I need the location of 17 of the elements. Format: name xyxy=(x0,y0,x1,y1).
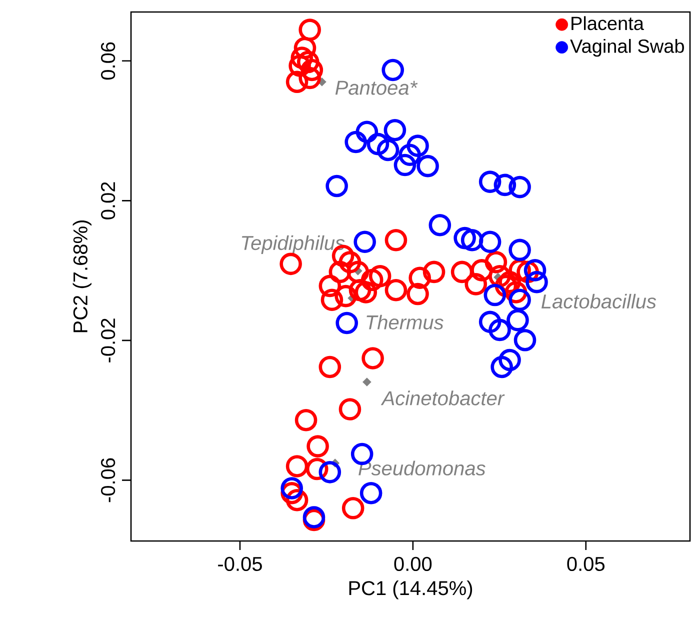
y-tick-label: 0.02 xyxy=(100,182,116,220)
x-axis-title: PC1 (14.45%) xyxy=(349,580,472,600)
x-tick-label: 0.00 xyxy=(394,556,432,572)
y-tick-label: -0.02 xyxy=(100,318,116,362)
y-tick-label: 0.06 xyxy=(100,42,116,80)
annotation: Thermus xyxy=(366,314,444,330)
annotation: Lactobacillus xyxy=(542,294,656,309)
annotation: Pseudomonas xyxy=(358,460,486,476)
y-axis-title: PC2 (7.68%) xyxy=(72,220,92,332)
x-tick-label: -0.05 xyxy=(218,556,262,572)
y-tick-label: -0.06 xyxy=(100,458,116,502)
annotation: Pantoea* xyxy=(335,80,418,95)
legend-label: Vaginal Swab xyxy=(570,38,684,57)
annotation: Tepidiphilus xyxy=(242,235,345,254)
annotation: Acinetobacter xyxy=(380,390,505,406)
x-tick-label: 0.05 xyxy=(567,556,605,572)
legend-label: Placenta xyxy=(572,16,644,30)
